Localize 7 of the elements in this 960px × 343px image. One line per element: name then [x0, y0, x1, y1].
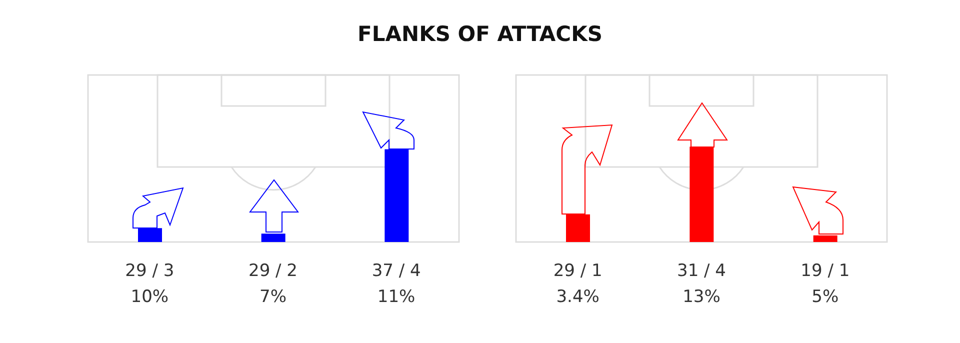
- x-tick-label: 37 / 4 11%: [372, 261, 421, 307]
- x-tick-label: 19 / 1 5%: [800, 261, 850, 307]
- x-tick-label: 29 / 1 3.4%: [553, 261, 602, 307]
- x-tick-label: 29 / 3 10%: [125, 261, 174, 307]
- x-tick-label: 31 / 4 13%: [677, 261, 726, 307]
- text: FLANKS OF ATTACKS: [356, 22, 604, 46]
- x-tick-label: 29 / 2 7%: [248, 261, 298, 307]
